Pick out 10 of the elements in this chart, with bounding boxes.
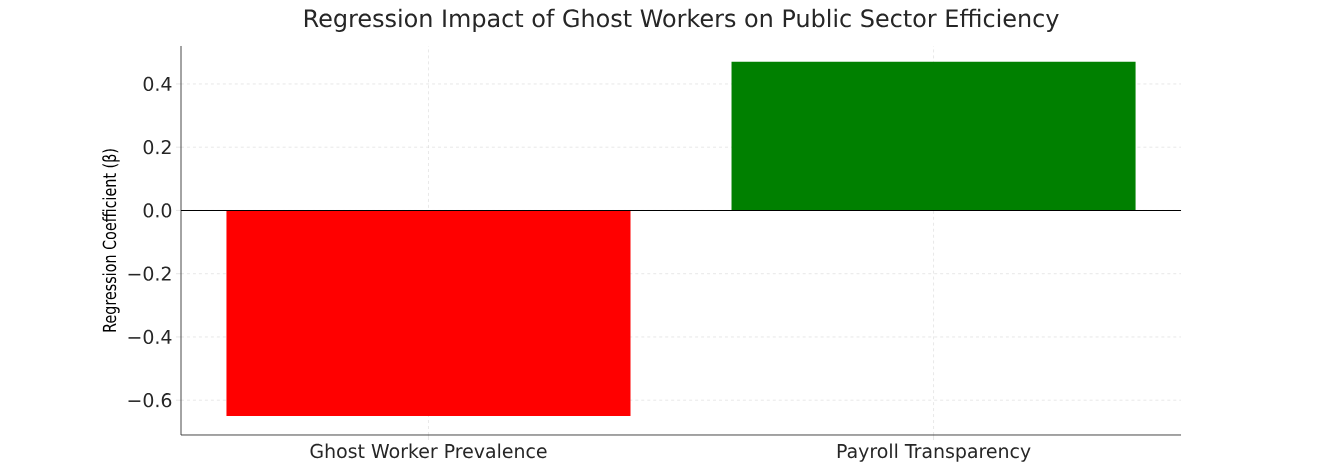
x-tick-label: Ghost Worker Prevalence (310, 443, 547, 459)
y-tick-label: 0.2 (143, 139, 171, 155)
y-tick-label: −0.2 (128, 266, 171, 281)
y-tick-label: −0.6 (128, 392, 172, 408)
y-axis-title: Regression Coefficient (β) (102, 149, 120, 332)
y-tick-label: 0.4 (143, 76, 172, 92)
chart-title: Regression Impact of Ghost Workers on Public Sector Efficiency (304, 8, 1059, 32)
y-tick-label: 0.0 (143, 203, 172, 218)
x-tick-label: Payroll Transparency (837, 443, 1031, 462)
y-tick-label: −0.4 (128, 329, 172, 345)
